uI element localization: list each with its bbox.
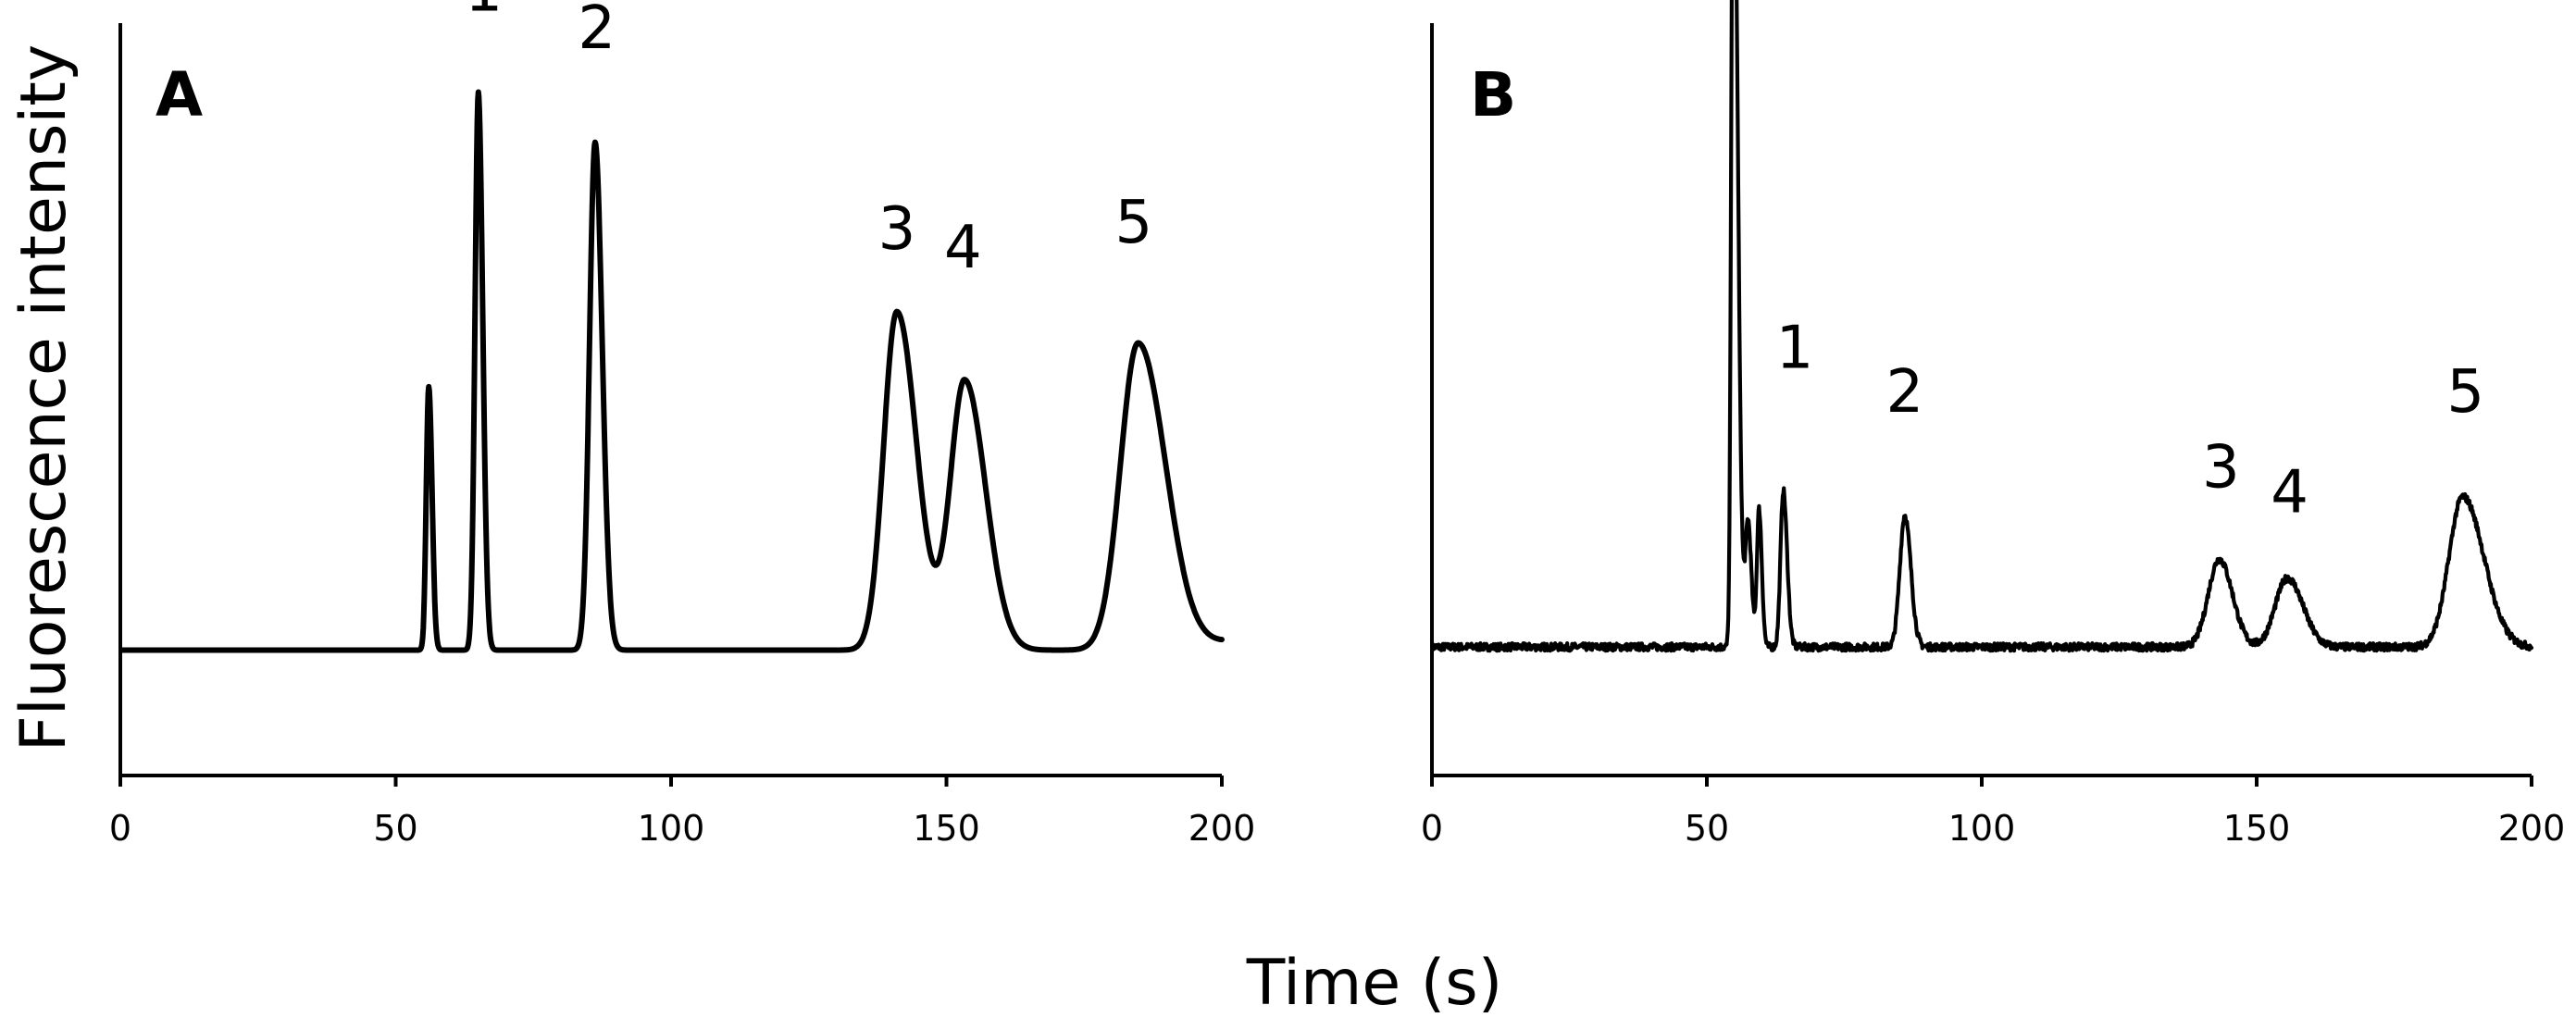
x-tick-label-b-0: 0 <box>1421 808 1443 849</box>
x-tick-label-b-100: 100 <box>1948 808 2016 849</box>
panel-a-chart: 0 50 100 150 200 A 1 2 34 5 <box>109 0 1255 849</box>
y-axis-title: Fluorescence intensity <box>7 44 81 751</box>
x-tick-label-a-100: 100 <box>638 808 705 849</box>
peak-label-b-5: 5 <box>2446 358 2484 427</box>
x-tick-label-b-50: 50 <box>1685 808 1729 849</box>
x-tick-label-b-150: 150 <box>2223 808 2291 849</box>
x-tick-label-a-0: 0 <box>109 808 131 849</box>
x-tick-label-a-150: 150 <box>913 808 980 849</box>
x-tick-label-b-200: 200 <box>2498 808 2566 849</box>
panel-b-chart: 0 50 100 150 200 B 1 2 3 4 5 <box>1421 0 2565 849</box>
peak-label-a-4: 4 <box>944 214 982 282</box>
peak-label-b-1: 1 <box>1776 315 1814 383</box>
peak-label-a-1: 1 <box>465 0 503 25</box>
trace-b <box>1432 0 2534 653</box>
trace-a <box>120 89 1225 653</box>
x-tick-label-a-200: 200 <box>1188 808 1256 849</box>
x-axis-title: Time (s) <box>1246 947 1503 1020</box>
panel-label-b: B <box>1470 59 1516 130</box>
peak-label-a-3: 3 <box>878 195 916 264</box>
x-tick-label-a-50: 50 <box>373 808 417 849</box>
peak-label-a-2: 2 <box>578 0 616 63</box>
peak-label-b-4: 4 <box>2271 458 2308 527</box>
panel-label-a: A <box>156 59 203 130</box>
peak-label-a-5: 5 <box>1114 189 1152 257</box>
peak-label-b-2: 2 <box>1885 358 1923 427</box>
peak-label-b-3: 3 <box>2202 433 2240 502</box>
